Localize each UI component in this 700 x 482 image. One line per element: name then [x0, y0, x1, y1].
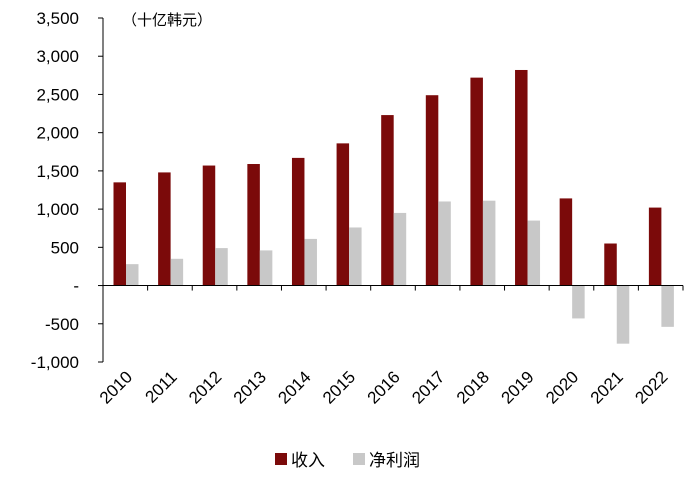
- revenue-bar-2017: [425, 95, 439, 286]
- revenue-bar-2011: [158, 172, 171, 286]
- y-tick-label: 1,000: [36, 200, 79, 219]
- revenue-bar-2014: [291, 157, 305, 286]
- y-tick-label: 3,000: [36, 47, 79, 66]
- revenue-bar-2012: [202, 165, 216, 286]
- x-category-label: 2021: [587, 367, 627, 407]
- legend-label-net-profit: 净利润: [369, 451, 420, 470]
- y-tick-label: 2,500: [36, 85, 79, 104]
- x-category-label: 2011: [141, 367, 180, 406]
- revenue-bar-2015: [336, 143, 350, 286]
- x-category-label: 2022: [631, 367, 671, 407]
- x-category-label: 2018: [453, 367, 493, 407]
- y-tick-label: 2,000: [36, 124, 79, 143]
- y-tick-label: -1,000: [31, 353, 79, 372]
- legend-label-revenue: 收入: [291, 451, 325, 470]
- net-profit-bar-2011: [170, 258, 184, 286]
- net-profit-bar-2018: [482, 200, 496, 286]
- revenue-bar-2016: [381, 115, 394, 286]
- revenue-bar-2020: [559, 198, 573, 286]
- y-tick-label: 3,500: [36, 9, 79, 28]
- revenue-bar-2021: [604, 243, 617, 286]
- x-axis-ticks: 2010 2011 2012 2013 2014 2015 2016 2017 2018 2019…: [96, 285, 684, 408]
- net-profit-bar-2020: [572, 285, 585, 319]
- axes-group: [102, 18, 683, 362]
- revenue-bar-2013: [247, 164, 260, 286]
- legend: 收入 净利润: [275, 451, 420, 470]
- net-profit-bar-2017: [438, 201, 451, 286]
- net-profit-bar-2019: [527, 220, 541, 286]
- x-category-label: 2017: [408, 367, 448, 407]
- x-category-label: 2012: [185, 367, 225, 407]
- bars-group: [113, 69, 674, 344]
- x-category-label: 2010: [96, 367, 136, 407]
- x-category-label: 2019: [497, 367, 537, 407]
- x-category-label: 2020: [542, 367, 582, 407]
- net-profit-bar-2016: [393, 212, 407, 286]
- y-axis-ticks: 3,500 3,000 2,500 2,000 1,500 1,000 500 - -500 -1…: [31, 9, 103, 372]
- y-tick-label: -500: [45, 315, 79, 334]
- unit-label: （十亿韩元）: [122, 12, 212, 29]
- net-profit-bar-2021: [616, 285, 630, 344]
- revenue-bar-2010: [113, 182, 126, 286]
- x-category-label: 2014: [274, 367, 314, 407]
- net-profit-bar-2012: [215, 248, 228, 286]
- legend-swatch-revenue: [275, 453, 287, 465]
- net-profit-bar-2022: [661, 285, 674, 327]
- y-tick-label: 1,500: [36, 162, 79, 181]
- revenue-bar-2018: [470, 77, 483, 286]
- revenue-bar-2022: [648, 207, 662, 286]
- net-profit-bar-2010: [126, 264, 139, 286]
- net-profit-bar-2013: [259, 250, 273, 286]
- x-category-label: 2013: [230, 367, 270, 407]
- x-category-label: 2016: [364, 367, 404, 407]
- legend-swatch-net-profit: [353, 453, 365, 465]
- net-profit-bar-2014: [304, 238, 317, 286]
- revenue-bar-2019: [515, 69, 528, 286]
- y-tick-label: 500: [51, 238, 79, 257]
- y-tick-label: -: [73, 277, 79, 296]
- net-profit-bar-2015: [349, 227, 362, 286]
- x-category-label: 2015: [319, 367, 359, 407]
